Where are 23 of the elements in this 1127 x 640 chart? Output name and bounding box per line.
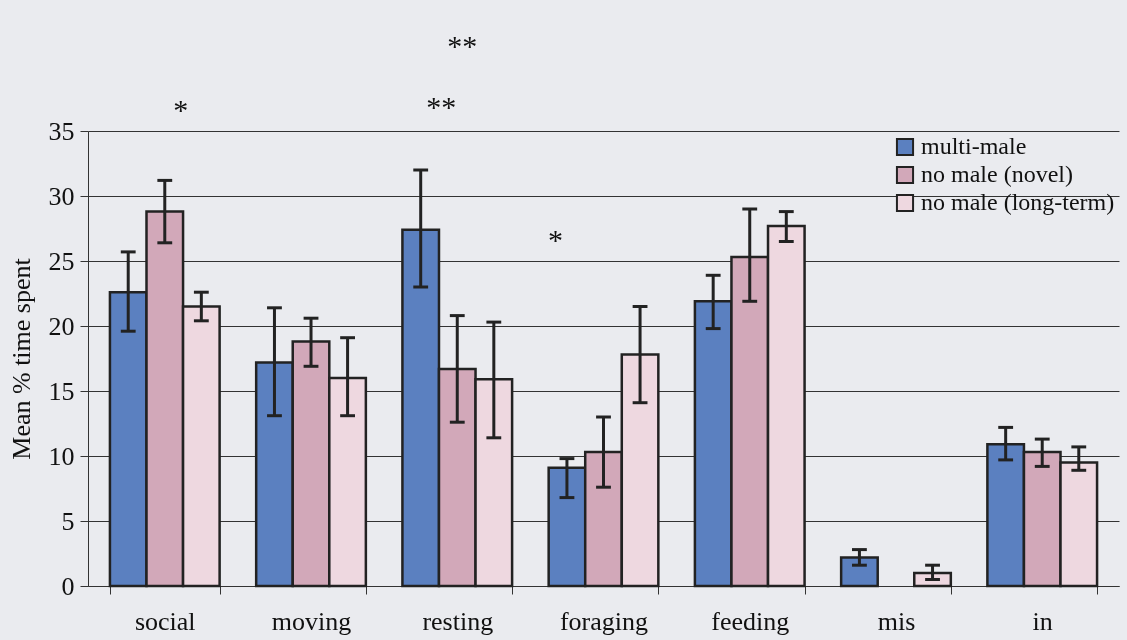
y-tick-label: 0 [61,571,75,601]
text: ** [447,29,478,63]
x-tick-label: foraging [559,606,649,636]
y-tick-label: 10 [48,441,75,471]
y-tick-label: 5 [61,506,75,536]
x-tick-label: resting [422,606,494,636]
legend-label: no male (long-term) [921,189,1115,215]
legend-label: multi-male [921,133,1027,159]
y-tick-label: 30 [48,181,75,211]
legend-label: no male (novel) [921,161,1073,187]
y-axis-title: Mean % time spent [6,257,36,460]
text: ** [426,90,457,124]
y-tick-label: 35 [48,116,75,146]
y-tick-label: 25 [48,246,75,276]
x-tick-label: moving [271,606,352,636]
x-tick-label: feeding [711,606,790,636]
x-tick-label: social [134,606,196,636]
x-tick-label: in [1032,606,1053,636]
y-tick-label: 20 [48,311,75,341]
text: * [173,92,189,126]
annotation: * [548,222,563,256]
x-tick-label: mis [877,606,916,636]
y-tick-label: 15 [48,376,75,406]
